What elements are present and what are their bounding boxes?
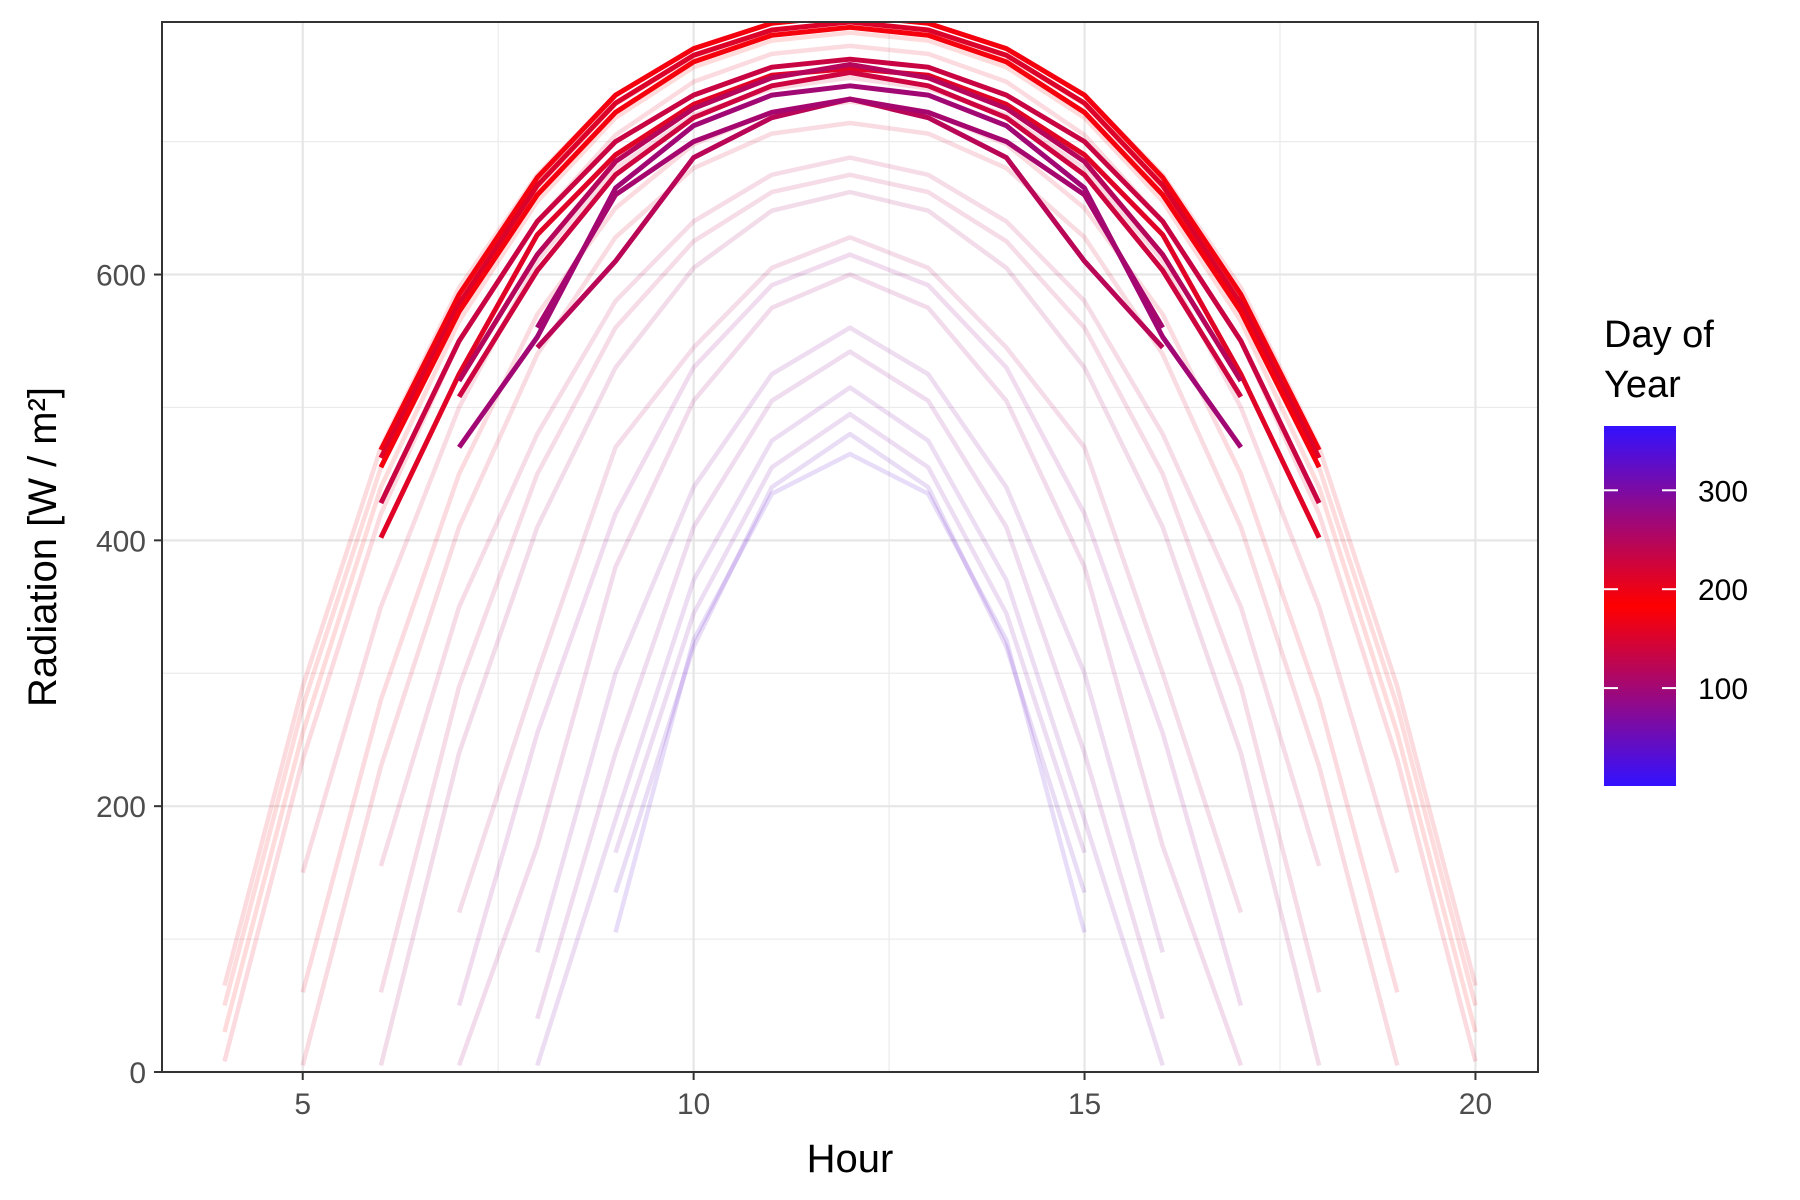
legend-tick-label: 200 [1698, 574, 1748, 607]
y-tick-label: 200 [96, 791, 146, 824]
y-axis-ticks: 0 200 400 600 [96, 260, 162, 1090]
series-line-day-152 [378, 22, 1322, 460]
legend-tick-label: 100 [1698, 673, 1748, 706]
x-tick-label: 20 [1459, 1088, 1492, 1121]
grid-minor [162, 22, 1538, 1072]
series-line-day-60 [535, 385, 1165, 1067]
legend-tick-label: 300 [1698, 475, 1748, 508]
series-line-day-252 [456, 235, 1244, 914]
y-tick-label: 0 [129, 1057, 146, 1090]
plot-panel [162, 22, 1538, 1072]
y-tick-label: 400 [96, 525, 146, 558]
series-line-day-205 [300, 99, 1400, 993]
y-tick-label: 600 [96, 260, 146, 293]
series-line-day-125 [378, 155, 1322, 867]
legend: Day of Year 100 200 300 [1604, 314, 1748, 786]
series-line-day-282 [535, 349, 1165, 1020]
series-line-day-118 [456, 62, 1244, 383]
series-line-day-75 [535, 325, 1165, 954]
series-line-day-45 [613, 431, 1087, 894]
series-line-day-135 [378, 56, 1322, 505]
series-line-day-228 [456, 70, 1244, 399]
series-line-day-330 [613, 451, 1087, 933]
series-line-day-210 [378, 66, 1322, 539]
series-line-day-238 [378, 172, 1322, 993]
series-line-day-172 [378, 22, 1322, 452]
series-line-day-110 [378, 189, 1322, 1066]
series-line-day-220 [300, 120, 1400, 1066]
x-tick-label: 5 [294, 1088, 311, 1121]
series-line-day-262 [535, 96, 1165, 329]
series-line-day-88 [456, 252, 1244, 1007]
legend-title-line-2: Year [1604, 364, 1681, 406]
series-line-day-185 [222, 30, 1478, 1033]
series-line-day-192 [378, 24, 1322, 469]
x-tick-label: 15 [1068, 1088, 1101, 1121]
x-axis-title: Hour [807, 1137, 894, 1181]
y-axis-title: Radiation [W / m²] [21, 387, 65, 707]
series-group [222, 22, 1478, 1067]
legend-ticks: 100 200 300 [1604, 475, 1748, 706]
plot-border [161, 21, 1539, 1073]
x-tick-label: 10 [677, 1088, 710, 1121]
legend-title-line-1: Day of [1604, 314, 1714, 356]
series-line-day-300 [613, 411, 1087, 854]
x-axis-ticks: 5 10 15 20 [294, 1072, 1492, 1121]
legend-colorbar [1604, 426, 1676, 786]
series-line-day-268 [456, 272, 1244, 1067]
